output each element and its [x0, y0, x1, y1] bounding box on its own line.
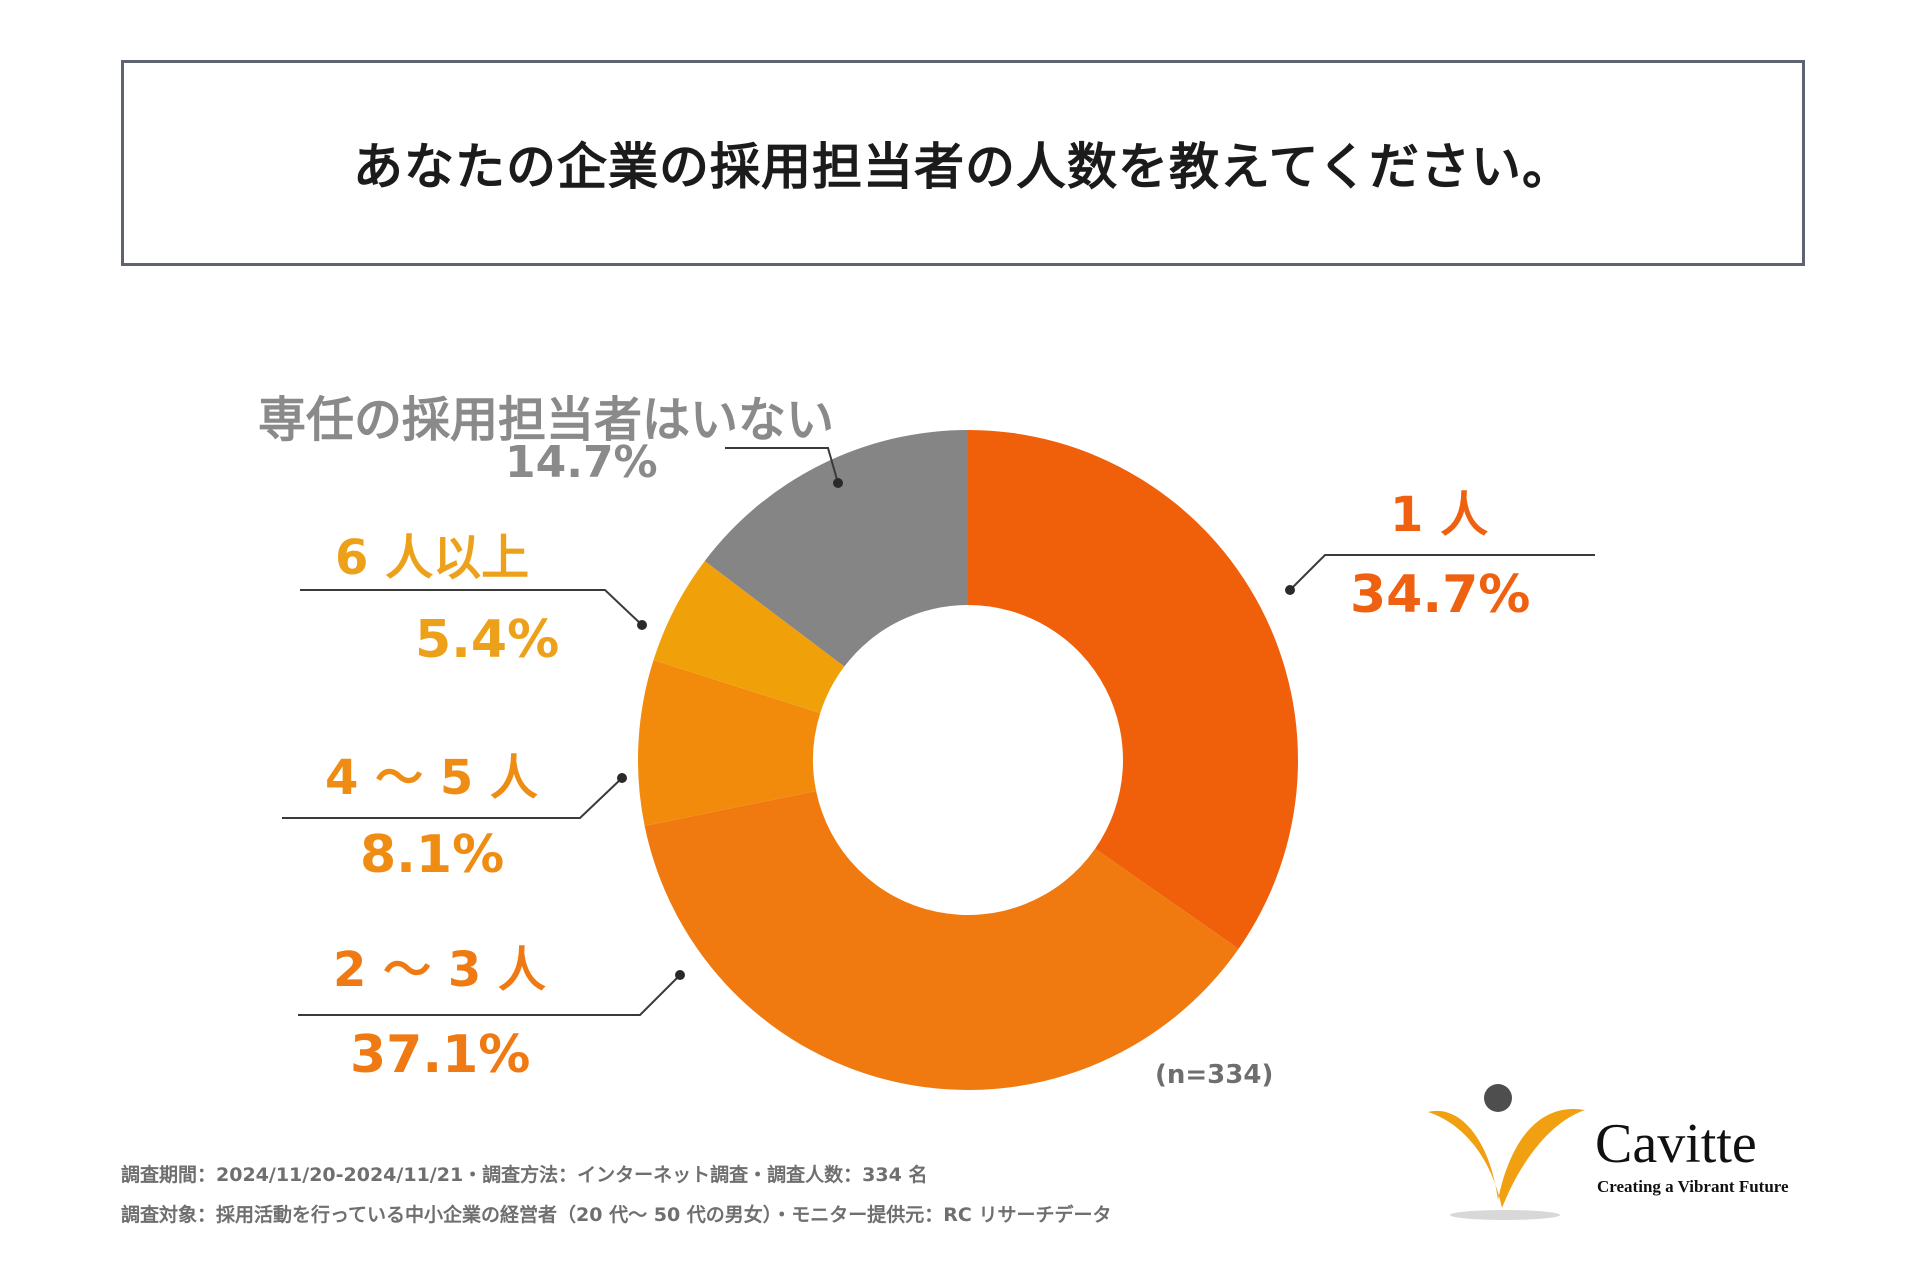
- slice-no-dedicated: [704, 430, 968, 667]
- label-category-1-person: 1 人: [1390, 487, 1489, 543]
- label-value-2-3-persons: 37.1%: [350, 1025, 531, 1085]
- logo-swoosh: [1428, 1108, 1585, 1208]
- slice-1-person: [968, 430, 1298, 949]
- logo-wordmark: Cavitte: [1595, 1113, 1757, 1175]
- leader-2-3-persons: [298, 974, 681, 1016]
- leader-6-plus: [300, 589, 643, 626]
- leader-1-person: [1289, 554, 1595, 591]
- leader-1-person-dot: [1285, 585, 1295, 595]
- label-category-no-dedicated: 専任の採用担当者はいない: [258, 392, 835, 448]
- footnote-survey-period: 調査期間：2024/11/20-2024/11/21・調査方法：インターネット調…: [121, 1164, 928, 1186]
- cavitte-logo: Cavitte Creating a Vibrant Future: [1428, 1084, 1789, 1220]
- leader-6-plus-dot: [637, 620, 647, 630]
- label-value-no-dedicated: 14.7%: [505, 437, 658, 488]
- slice-6-plus: [653, 561, 845, 714]
- title-box: あなたの企業の採用担当者の人数を教えてください。: [121, 60, 1805, 266]
- logo-tagline: Creating a Vibrant Future: [1597, 1177, 1789, 1196]
- label-category-2-3-persons: 2 ～ 3 人: [333, 942, 546, 998]
- label-value-4-5-persons: 8.1%: [360, 825, 505, 885]
- leader-no-dedicated-dot: [833, 478, 843, 488]
- slice-4-5-persons: [638, 659, 821, 826]
- label-category-6-plus: 6 人以上: [335, 530, 530, 586]
- label-value-6-plus: 5.4%: [415, 610, 560, 670]
- leader-no-dedicated: [725, 447, 839, 484]
- footnote-survey-target: 調査対象：採用活動を行っている中小企業の経営者（20 代～ 50 代の男女）・モ…: [121, 1204, 1112, 1226]
- label-value-1-person: 34.7%: [1350, 565, 1531, 625]
- leader-4-5-persons: [282, 777, 623, 819]
- logo-head-dot: [1484, 1084, 1512, 1112]
- leader-2-3-persons-dot: [675, 970, 685, 980]
- logo-shadow: [1450, 1210, 1560, 1220]
- slice-2-3-persons: [644, 790, 1239, 1091]
- leader-4-5-persons-dot: [617, 773, 627, 783]
- label-category-4-5-persons: 4 ～ 5 人: [325, 750, 538, 806]
- page-title: あなたの企業の採用担当者の人数を教えてください。: [353, 138, 1573, 196]
- sample-size: (n=334): [1155, 1060, 1274, 1090]
